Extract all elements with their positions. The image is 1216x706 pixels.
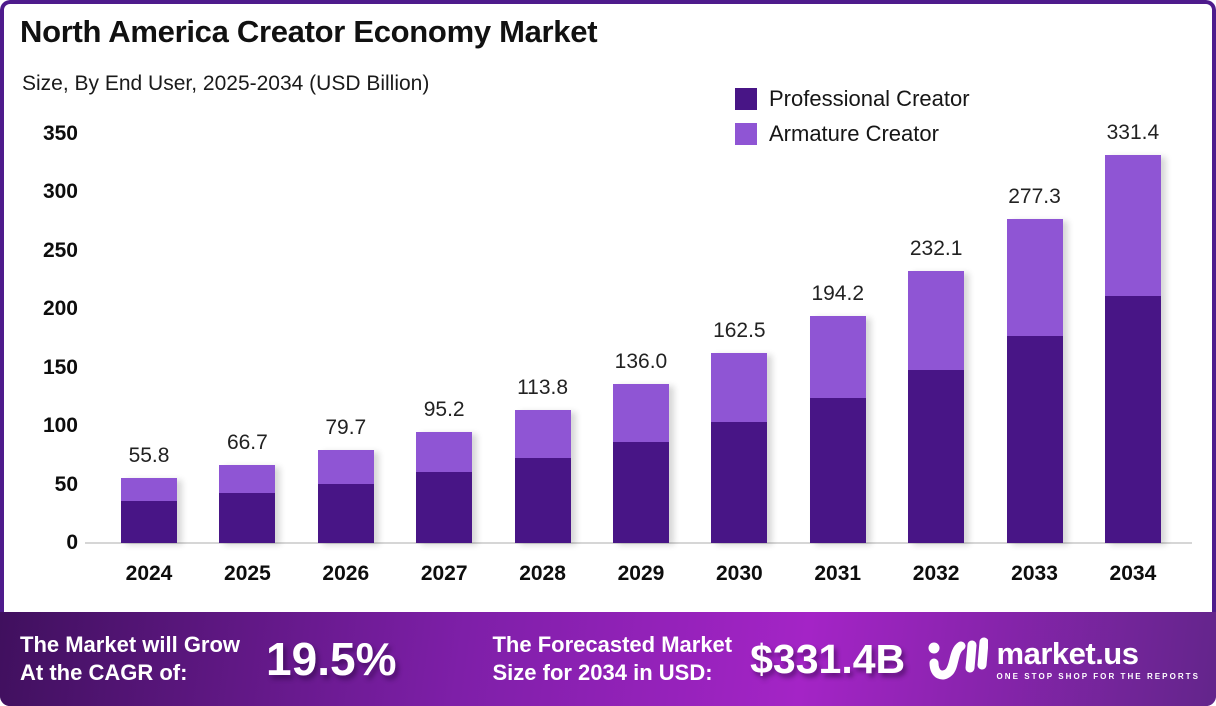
x-axis-label: 2030 — [715, 562, 763, 585]
legend-label: Armature Creator — [769, 121, 939, 146]
legend-label: Professional Creator — [769, 86, 970, 111]
forecast-label: The Forecasted Market Size for 2034 in U… — [492, 632, 733, 685]
amateur-segment — [514, 409, 571, 459]
bar-total-label: 136.0 — [614, 349, 668, 373]
logo-wordmark: market.us — [996, 635, 1139, 671]
amateur-segment — [219, 464, 276, 494]
bar-total-label: 162.5 — [713, 318, 766, 342]
amateur-segment — [908, 271, 965, 371]
professional-segment — [711, 421, 768, 543]
professional-segment — [121, 501, 177, 543]
cagr-label: The Market will Grow At the CAGR of: — [20, 632, 241, 685]
cagr-value: 19.5% — [266, 633, 397, 685]
x-axis-label: 2028 — [519, 562, 566, 585]
professional-segment — [809, 398, 866, 543]
stacked-bar-2027 — [416, 431, 473, 543]
bar-group-2024: 55.8 — [121, 123, 177, 543]
y-axis-label: 100 — [42, 414, 78, 437]
y-axis-label: 200 — [42, 297, 78, 320]
x-axis-label: 2034 — [1109, 562, 1157, 585]
logo-text-block: market.us ONE STOP SHOP FOR THE REPORTS — [997, 638, 1200, 681]
y-axis-label: 350 — [42, 121, 78, 145]
bar-group-2031: 194.2 — [809, 123, 866, 543]
x-axis: 2024 2025 2026 2027 2028 2029 2030 2031 2032 2033… — [100, 562, 1182, 586]
x-axis-label: 2031 — [814, 562, 862, 585]
bar-group-2033: 277.3 — [1006, 123, 1063, 543]
amateur-segment — [711, 352, 768, 422]
bar-total-label: 331.4 — [1106, 121, 1160, 145]
bar-group-2026: 79.7 — [317, 123, 374, 543]
x-axis-label: 2029 — [617, 562, 665, 585]
stacked-bar-2033 — [1006, 218, 1063, 543]
professional-segment — [1104, 296, 1161, 543]
legend-swatch-professional — [735, 88, 757, 110]
amateur-segment — [1006, 218, 1063, 337]
bar-group-2032: 232.1 — [908, 123, 965, 543]
x-axis-label: 2025 — [224, 562, 271, 585]
y-axis-label: 150 — [42, 355, 78, 379]
bar-total-label: 194.2 — [811, 281, 865, 305]
bar-total-label: 113.8 — [517, 375, 569, 399]
amateur-segment — [612, 383, 669, 442]
y-axis-label: 300 — [42, 180, 78, 203]
bar-total-label: 79.7 — [325, 415, 367, 439]
professional-segment — [612, 441, 669, 543]
y-axis-label: 0 — [66, 531, 78, 554]
bar-total-label: 95.2 — [423, 397, 465, 421]
chart-subtitle: Size, By End User, 2025-2034 (USD Billio… — [22, 72, 430, 95]
market-us-logo-icon — [928, 637, 988, 680]
bottom-banner: The Market will Grow At the CAGR of: 19.… — [0, 612, 1216, 706]
bar-group-2025: 66.7 — [219, 123, 276, 543]
professional-segment — [317, 483, 374, 543]
x-axis-line — [85, 542, 1192, 544]
bar-total-label: 232.1 — [909, 237, 963, 261]
stacked-bar-2024 — [121, 477, 177, 543]
bar-group-2028: 113.8 — [514, 123, 571, 543]
legend: Professional Creator Armature Creator — [735, 86, 970, 156]
market-us-logo: market.us ONE STOP SHOP FOR THE REPORTS — [926, 633, 1200, 685]
x-axis-label: 2033 — [1011, 562, 1058, 585]
professional-segment — [908, 370, 965, 543]
stacked-bar-2026 — [317, 449, 374, 543]
stacked-bar-2034 — [1104, 155, 1161, 543]
professional-segment — [219, 493, 276, 543]
bar-group-2029: 136.0 — [612, 123, 669, 543]
professional-segment — [416, 472, 473, 543]
bar-total-label: 55.8 — [128, 443, 170, 467]
stacked-bar-2025 — [219, 464, 276, 543]
bar-group-2030: 162.5 — [711, 123, 768, 543]
bar-group-2027: 95.2 — [416, 123, 473, 543]
legend-item-amateur: Armature Creator — [735, 121, 970, 147]
stacked-bar-2031 — [809, 315, 866, 543]
forecast-value: $331.4B — [750, 635, 906, 682]
legend-swatch-amateur — [735, 123, 757, 145]
y-axis-label: 50 — [54, 472, 78, 496]
professional-segment — [514, 458, 571, 543]
amateur-segment — [317, 449, 374, 484]
bar-group-2034: 331.4 — [1104, 121, 1161, 543]
x-axis-label: 2032 — [912, 562, 960, 585]
logo-tagline: ONE STOP SHOP FOR THE REPORTS — [996, 671, 1200, 681]
y-axis-label: 250 — [42, 238, 78, 262]
x-axis-label: 2026 — [322, 562, 370, 585]
stacked-bar-2028 — [514, 409, 571, 543]
plot-area: 55.8 66.7 79.7 95.2 113.8 136.0 162.5 194.2 232.… — [121, 121, 1161, 543]
professional-segment — [1006, 336, 1063, 543]
bar-total-label: 66.7 — [226, 430, 268, 454]
x-axis-label: 2027 — [420, 562, 468, 585]
bar-total-label: 277.3 — [1008, 184, 1061, 208]
amateur-segment — [121, 477, 177, 502]
stacked-bar-2032 — [908, 271, 965, 543]
amateur-segment — [1104, 155, 1161, 297]
amateur-segment — [416, 431, 473, 473]
legend-item-professional: Professional Creator — [735, 86, 970, 112]
stacked-bar-2030 — [711, 352, 768, 543]
page-title: North America Creator Economy Market — [20, 14, 598, 49]
amateur-segment — [809, 315, 866, 399]
x-axis-label: 2024 — [125, 562, 173, 585]
stacked-bar-2029 — [612, 383, 669, 543]
